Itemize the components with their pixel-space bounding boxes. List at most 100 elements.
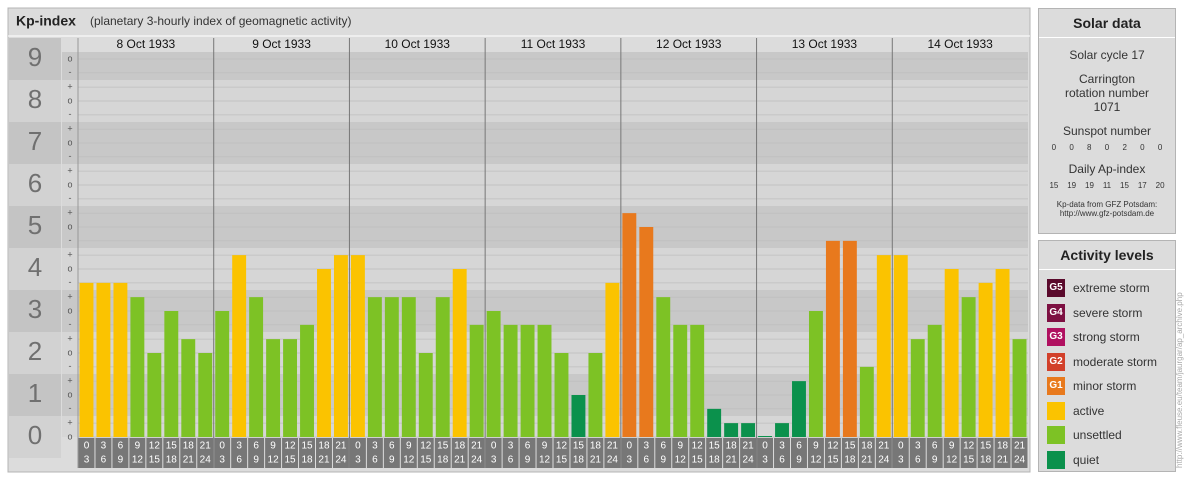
bar xyxy=(656,297,671,437)
minor-tick-label: o xyxy=(67,137,72,147)
bar xyxy=(503,324,518,437)
date-label: 9 Oct 1933 xyxy=(252,37,311,51)
bar xyxy=(673,324,688,437)
legend-label: unsettled xyxy=(1073,428,1122,443)
time-slot-start: 12 xyxy=(556,441,568,452)
time-slot-start: 15 xyxy=(709,441,721,452)
time-slot-end: 21 xyxy=(997,455,1009,466)
bar xyxy=(232,255,247,437)
y-tick-label: 5 xyxy=(28,210,42,240)
bar xyxy=(775,423,789,437)
bar xyxy=(859,366,874,437)
time-slot-end: 24 xyxy=(471,455,483,466)
bar xyxy=(758,436,773,437)
time-slot-start: 21 xyxy=(607,441,619,452)
legend-item: G5 extreme storm xyxy=(1039,276,1175,301)
bar xyxy=(384,297,399,437)
date-label: 13 Oct 1933 xyxy=(792,37,858,51)
time-slot-end: 21 xyxy=(454,455,466,466)
sunspot-number: 0 xyxy=(1140,143,1145,152)
bar xyxy=(639,227,654,437)
y-tick-label: 2 xyxy=(28,336,42,366)
bar xyxy=(147,353,162,437)
time-slot-end: 12 xyxy=(675,455,687,466)
time-slot-end: 15 xyxy=(556,455,568,466)
time-slot-end: 6 xyxy=(236,455,242,466)
time-slot-start: 15 xyxy=(437,441,449,452)
legend-badge xyxy=(1047,450,1065,469)
legend-badge: G2 xyxy=(1047,352,1065,371)
time-slot-start: 6 xyxy=(389,441,395,452)
time-slot-end: 15 xyxy=(963,455,975,466)
legend-badge: G4 xyxy=(1047,303,1065,322)
minor-tick-label: o xyxy=(67,389,72,399)
bar xyxy=(876,255,891,437)
bar xyxy=(537,324,552,437)
legend-badge xyxy=(1047,426,1065,445)
time-slot-end: 18 xyxy=(166,455,178,466)
time-slot-end: 9 xyxy=(525,455,531,466)
legend-item: active xyxy=(1039,399,1175,424)
time-slot-end: 12 xyxy=(946,455,958,466)
time-slot-start: 9 xyxy=(542,441,548,452)
legend-item: quiet xyxy=(1039,448,1175,473)
time-slot-box xyxy=(536,438,553,468)
bar xyxy=(198,353,213,437)
time-slot-box xyxy=(485,438,502,468)
y-tick-label: 8 xyxy=(28,84,42,114)
time-slot-end: 15 xyxy=(284,455,296,466)
minor-tick-label: + xyxy=(67,418,72,428)
bar xyxy=(944,269,959,437)
time-slot-box xyxy=(672,438,689,468)
time-slot-end: 18 xyxy=(573,455,585,466)
time-slot-end: 6 xyxy=(915,455,921,466)
time-slot-start: 18 xyxy=(590,441,602,452)
time-slot-box xyxy=(757,438,774,468)
ap-value: 20 xyxy=(1155,181,1165,190)
time-slot-end: 3 xyxy=(355,455,361,466)
time-slot-box xyxy=(332,438,349,468)
minor-tick-label: - xyxy=(69,193,72,203)
time-slot-box xyxy=(892,438,909,468)
time-slot-start: 9 xyxy=(677,441,683,452)
time-slot-start: 21 xyxy=(743,441,755,452)
sunspot-number: 8 xyxy=(1087,143,1092,152)
date-label: 12 Oct 1933 xyxy=(656,37,722,51)
time-slot-box xyxy=(248,438,265,468)
time-slot-start: 3 xyxy=(236,441,242,452)
time-slot-start: 0 xyxy=(627,441,633,452)
time-slot-box xyxy=(621,438,638,468)
time-slot-box xyxy=(638,438,655,468)
time-slot-start: 15 xyxy=(844,441,856,452)
time-slot-box xyxy=(604,438,621,468)
time-slot-end: 21 xyxy=(183,455,195,466)
source-url: http://www.gfz-potsdam.de xyxy=(1059,209,1155,218)
y-tick-label: 0 xyxy=(28,420,42,450)
minor-tick-label: + xyxy=(67,334,72,344)
legend-label: extreme storm xyxy=(1073,281,1150,296)
time-slot-end: 21 xyxy=(590,455,602,466)
time-slot-box xyxy=(1011,438,1028,468)
ap-value: 19 xyxy=(1067,181,1077,190)
label-band xyxy=(9,80,61,122)
ap-value: 11 xyxy=(1102,181,1112,190)
legend-badge xyxy=(1047,401,1065,420)
bar xyxy=(164,311,179,437)
y-tick-label: 9 xyxy=(28,42,42,72)
chart: Kp-index (planetary 3-hourly index of ge… xyxy=(7,7,1031,473)
time-slot-start: 12 xyxy=(149,441,161,452)
time-slot-start: 0 xyxy=(84,441,90,452)
time-slot-end: 24 xyxy=(878,455,890,466)
minor-tick-label: - xyxy=(69,277,72,287)
sunspot-number: 0 xyxy=(1104,143,1110,152)
legend-item: G2 moderate storm xyxy=(1039,350,1175,375)
y-tick-label: 4 xyxy=(28,252,42,282)
bar xyxy=(1012,339,1027,437)
time-slot-end: 12 xyxy=(132,455,144,466)
bar xyxy=(401,297,416,437)
time-slot-box xyxy=(977,438,994,468)
bar xyxy=(350,255,365,437)
time-slot-end: 6 xyxy=(101,455,107,466)
minor-tick-label: - xyxy=(69,403,72,413)
ap-value: 19 xyxy=(1085,181,1094,190)
